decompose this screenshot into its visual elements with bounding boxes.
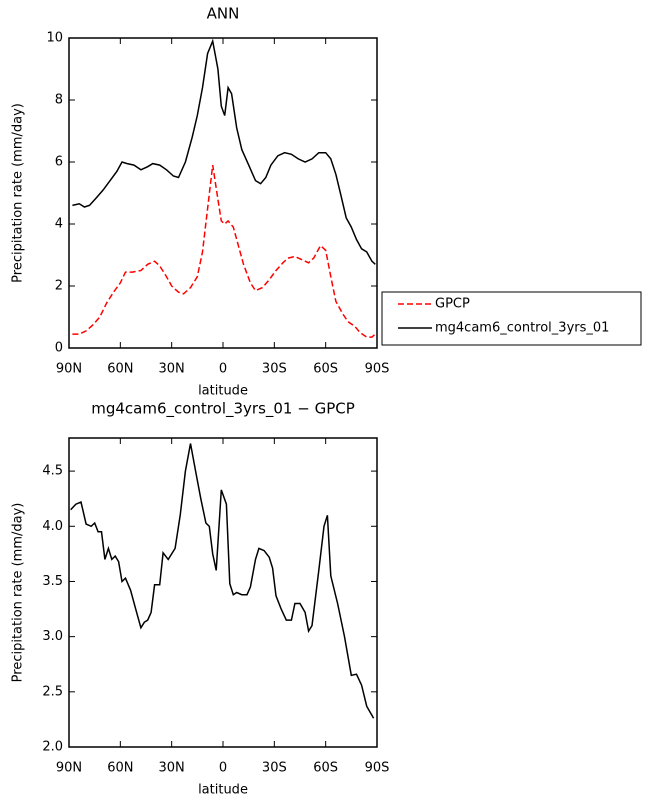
y-tick-label: 2.5 [42,684,63,699]
x-tick-label: 30N [159,362,185,377]
y-tick-label: 0 [55,341,63,356]
x-axis-label: latitude [198,783,248,798]
y-tick-label: 3.0 [42,629,63,644]
x-tick-label: 90S [365,761,390,776]
y-tick-label: 3.5 [42,574,63,589]
data-line [70,443,375,719]
x-tick-label: 0 [219,761,227,776]
x-tick-label: 90N [56,362,82,377]
legend-label: mg4cam6_control_3yrs_01 [435,321,609,336]
y-tick-label: 6 [55,155,63,170]
legend-box [381,291,642,346]
y-tick-label: 4 [55,217,63,232]
y-tick-label: 4.5 [42,464,63,479]
y-tick-label: 2.0 [42,740,63,755]
plot-frame [68,437,378,748]
y-tick-label: 4.0 [42,519,63,534]
x-tick-label: 60N [107,761,133,776]
y-axis-label: Precipitation rate (mm/day) [11,503,26,683]
x-tick-label: 90S [365,362,390,377]
x-tick-label: 60S [313,761,338,776]
x-tick-label: 0 [219,362,227,377]
y-tick-label: 8 [55,93,63,108]
y-tick-label: 10 [46,31,63,46]
chart-title: ANN [207,5,240,23]
plot-frame [68,37,378,349]
x-tick-label: 60N [107,362,133,377]
x-tick-label: 60S [313,362,338,377]
x-tick-label: 30S [262,362,287,377]
x-axis-label: latitude [198,384,248,399]
data-line [72,38,376,265]
chart-title: mg4cam6_control_3yrs_01 − GPCP [91,400,355,419]
x-tick-label: 30S [262,761,287,776]
data-line [72,164,376,338]
y-axis-label: Precipitation rate (mm/day) [11,103,26,283]
y-tick-label: 2 [55,279,63,294]
x-tick-label: 30N [159,761,185,776]
legend-label: GPCP [435,297,470,312]
x-tick-label: 90N [56,761,82,776]
